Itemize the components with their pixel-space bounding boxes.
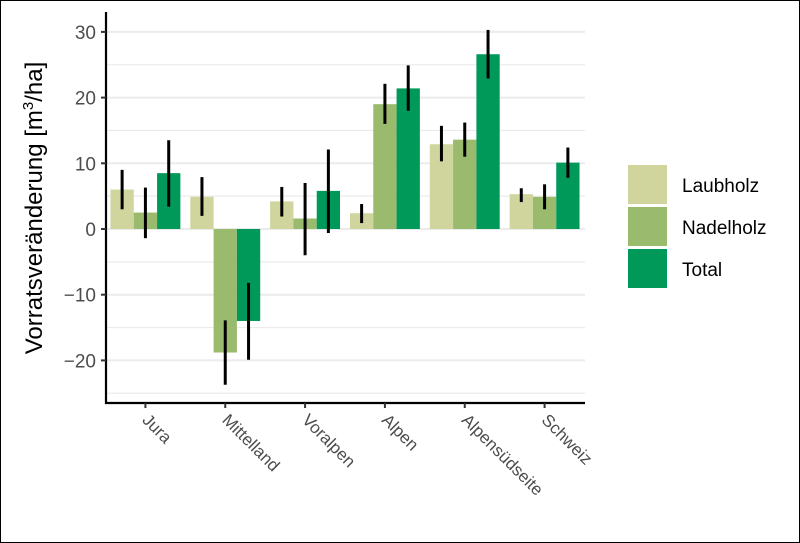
bar-laubholz-schweiz (509, 194, 533, 229)
bar-total-schweiz (556, 162, 580, 229)
bar-laubholz-jura (110, 189, 134, 229)
bar-nadelholz-schweiz (532, 196, 557, 229)
legend: Laubholz Nadelholz Total (628, 165, 767, 288)
x-tick-label-mittelland: Mittelland (218, 410, 283, 475)
x-tick-label-jura: Jura (139, 410, 176, 447)
x-axis-ticks: Jura Mittelland Voralpen Alpen Alpensüdseite… (139, 403, 596, 499)
y-axis-label-suffix: /ha] (21, 62, 48, 102)
bar-total-alpen (396, 88, 420, 229)
y-axis-label: Vorratsveränderung [m3/ha] (20, 62, 48, 355)
y-tick-label: 20 (75, 89, 96, 110)
x-tick-label-schweiz: Schweiz (538, 410, 596, 468)
y-axis-ticks: −20 −10 0 10 20 30 (64, 23, 106, 372)
legend-key-laubholz (628, 165, 667, 204)
y-tick-label: −20 (64, 351, 96, 372)
axes (104, 12, 585, 405)
x-tick-label-voralpen: Voralpen (298, 410, 359, 471)
y-axis-label-prefix: Vorratsveränderung [m (21, 110, 48, 354)
y-axis-label-sup: 3 (20, 102, 37, 110)
legend-key-nadelholz (628, 207, 667, 246)
bar-nadelholz-alpen (373, 104, 397, 229)
legend-key-total (628, 249, 667, 288)
bars (110, 54, 580, 353)
y-tick-label: 10 (75, 154, 96, 175)
y-tick-label: −10 (64, 286, 96, 307)
bar-laubholz-alpensüdseite (429, 144, 454, 229)
y-tick-label: 30 (75, 23, 96, 44)
grid-lines (106, 30, 585, 394)
legend-label-nadelholz: Nadelholz (682, 218, 767, 239)
x-tick-label-alpen: Alpen (378, 410, 422, 454)
bar-total-alpensüdseite (476, 54, 500, 229)
bar-total-mittelland (236, 229, 261, 321)
y-tick-label: 0 (85, 220, 96, 241)
legend-label-total: Total (682, 260, 722, 281)
legend-label-laubholz: Laubholz (682, 176, 759, 197)
x-tick-label-alpensüdseite: Alpensüdseite (458, 410, 547, 499)
error-bars (120, 29, 570, 385)
bar-nadelholz-mittelland (213, 229, 237, 353)
bar-nadelholz-alpensüdseite (453, 139, 477, 229)
